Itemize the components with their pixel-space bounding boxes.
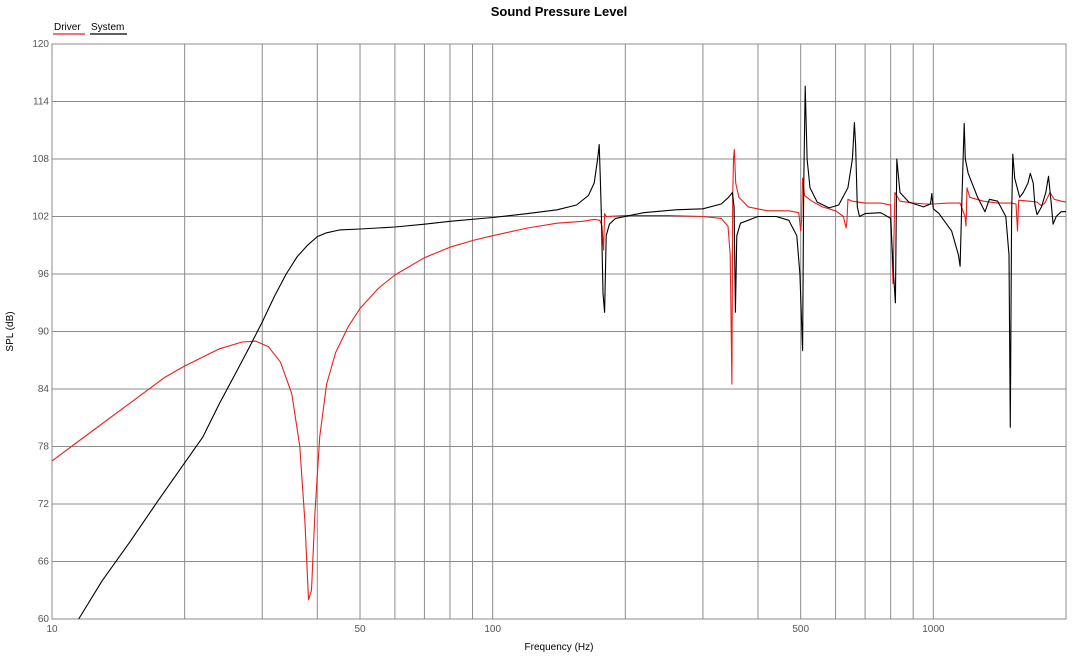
legend-label-system: System — [91, 22, 124, 33]
y-tick-label: 114 — [33, 97, 49, 108]
y-tick-label: 78 — [38, 442, 50, 453]
chart-title: Sound Pressure Level — [491, 4, 628, 19]
series-line-driver — [51, 148, 1067, 601]
y-tick-label: 90 — [38, 327, 50, 338]
y-tick-label: 102 — [32, 212, 49, 223]
x-axis-label: Frequency (Hz) — [525, 642, 594, 653]
x-tick-label: 100 — [484, 624, 501, 635]
legend: Driver System — [53, 22, 127, 35]
legend-label-driver: Driver — [54, 22, 81, 33]
series-group — [51, 85, 1067, 620]
y-tick-label: 96 — [38, 269, 50, 280]
x-tick-label: 1000 — [922, 624, 945, 635]
grid — [52, 43, 1067, 620]
tick-labels: 60 66 72 78 84 90 96 102 108 114 120 10 50 100 500 1000 — [32, 39, 945, 635]
series-line-system — [78, 85, 1066, 620]
x-tick-label: 10 — [46, 624, 58, 635]
x-tick-label: 50 — [354, 624, 366, 635]
y-tick-label: 72 — [38, 499, 50, 510]
y-axis-label: SPL (dB) — [5, 311, 16, 351]
y-tick-label: 108 — [32, 154, 49, 165]
y-tick-label: 66 — [38, 557, 50, 568]
y-tick-label: 84 — [38, 384, 50, 395]
plot-area — [51, 43, 1067, 620]
x-tick-label: 500 — [792, 624, 809, 635]
y-tick-label: 60 — [38, 614, 50, 625]
y-tick-label: 120 — [32, 39, 49, 50]
